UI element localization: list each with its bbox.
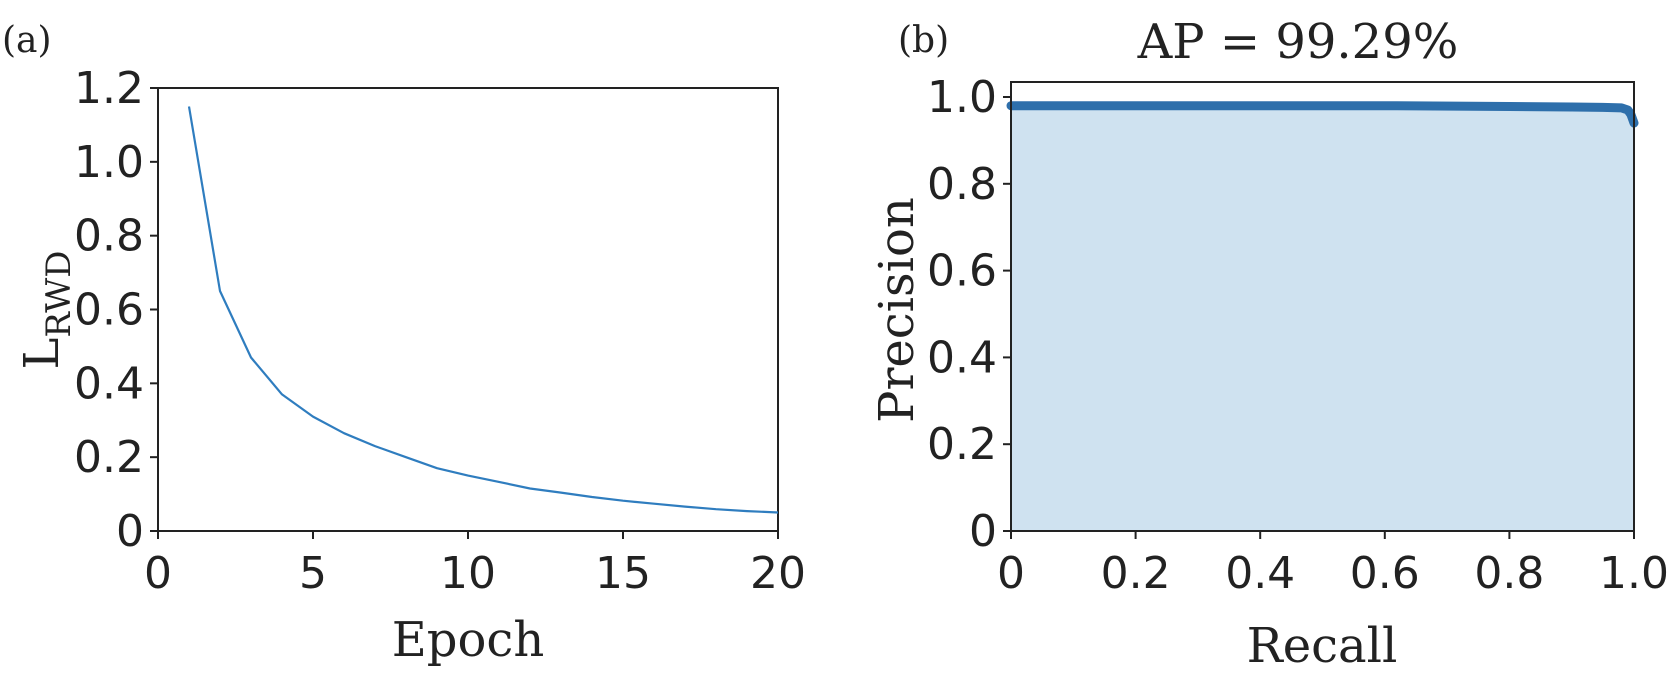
y-tick-label: 0.6 [927, 246, 997, 297]
y-tick-label: 0 [969, 506, 997, 557]
y-tick-label: 0.4 [927, 332, 997, 383]
pr-area-fill [1011, 105, 1634, 531]
x-tick-label: 0 [144, 548, 172, 599]
y-tick-label: 0.8 [927, 159, 997, 210]
loss-chart: (a) 0 0.2 0.4 0.6 0.8 1.0 1.2 0 5 10 15 20 Epoch L… [2, 20, 806, 668]
x-ticks-a: 0 5 10 15 20 [144, 531, 806, 599]
x-ticks-b: 0 0.2 0.4 0.6 0.8 1.0 [997, 531, 1669, 599]
y-tick-label: 0.4 [74, 358, 144, 409]
y-axis-label-main: L [14, 338, 70, 370]
precision-recall-chart: (b) AP = 99.29% 0 0.2 0.4 0.6 0.8 1.0 0 0.2 0.4… [869, 14, 1669, 674]
x-tick-label: 15 [595, 548, 651, 599]
y-axis-label-subscript: RWD [39, 251, 79, 338]
y-tick-label: 0 [116, 506, 144, 557]
x-tick-label: 10 [440, 548, 496, 599]
x-tick-label: 0 [997, 548, 1025, 599]
x-tick-label: 0.2 [1101, 548, 1171, 599]
panel-label-a: (a) [2, 20, 52, 61]
x-axis-label-b: Recall [1247, 618, 1398, 674]
y-tick-label: 0.2 [927, 419, 997, 470]
x-tick-label: 0.8 [1474, 548, 1544, 599]
y-tick-label: 0.8 [74, 211, 144, 262]
x-tick-label: 0.6 [1350, 548, 1420, 599]
y-ticks-b: 0 0.2 0.4 0.6 0.8 1.0 [927, 72, 1011, 557]
y-tick-label: 1.0 [927, 72, 997, 123]
panel-label-b: (b) [898, 20, 949, 61]
y-tick-label: 0.2 [74, 432, 144, 483]
y-tick-label: 0.6 [74, 285, 144, 336]
chart-title-b: AP = 99.29% [1137, 14, 1459, 70]
pr-curve-line [1006, 101, 1639, 128]
svg-text:LRWD: LRWD [14, 251, 79, 370]
x-tick-label: 0.4 [1225, 548, 1295, 599]
y-axis-label-b: Precision [869, 197, 925, 423]
x-tick-label: 20 [750, 548, 806, 599]
plot-frame-b [1010, 81, 1635, 532]
x-tick-label: 5 [299, 548, 327, 599]
x-tick-label: 1.0 [1599, 548, 1669, 599]
y-axis-label-a: LRWD [14, 251, 79, 370]
y-tick-label: 1.2 [74, 63, 144, 114]
x-axis-label-a: Epoch [392, 612, 544, 668]
y-ticks-a: 0 0.2 0.4 0.6 0.8 1.0 1.2 [74, 63, 158, 557]
y-tick-label: 1.0 [74, 137, 144, 188]
plot-frame-a [157, 87, 779, 532]
loss-series-line [187, 106, 779, 514]
